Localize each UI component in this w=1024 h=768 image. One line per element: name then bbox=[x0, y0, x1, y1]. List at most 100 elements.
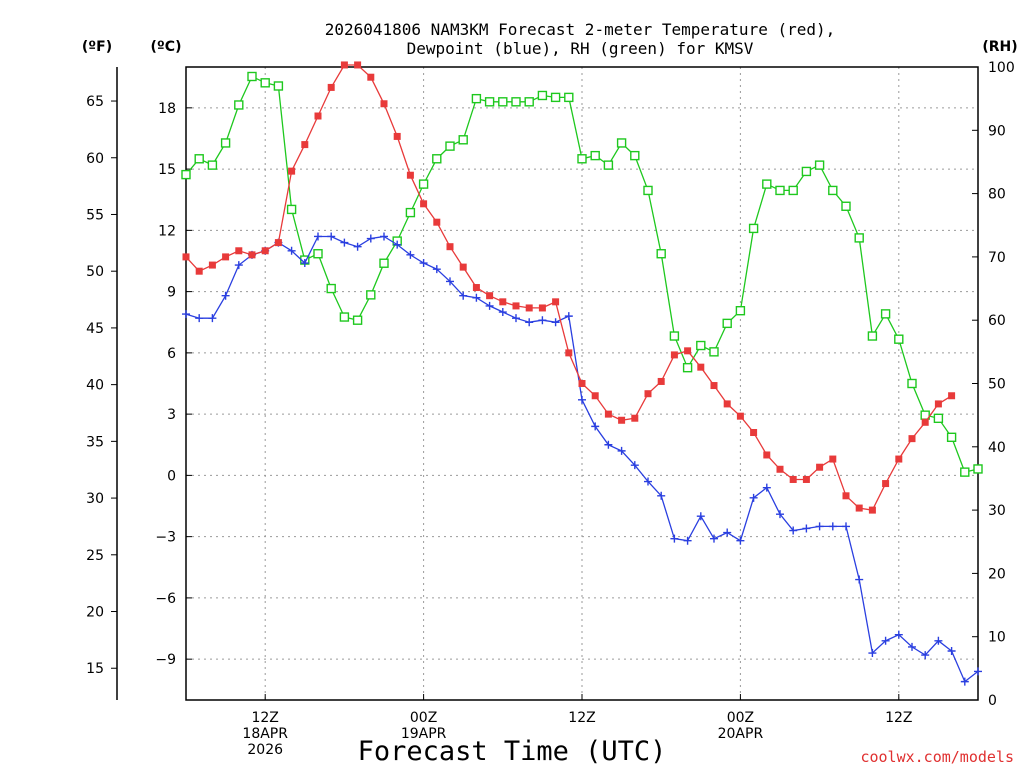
dewpoint-point bbox=[353, 242, 362, 251]
rh-point bbox=[458, 135, 468, 145]
fahrenheit-tick-label: 60 bbox=[86, 151, 104, 167]
rh-point bbox=[524, 97, 534, 107]
temperature-point bbox=[367, 73, 375, 81]
temperature-point bbox=[763, 451, 771, 459]
dewpoint-point bbox=[842, 522, 850, 531]
dewpoint-point bbox=[683, 536, 692, 545]
dewpoint-point bbox=[564, 312, 573, 321]
dewpoint-point bbox=[789, 526, 798, 535]
rh-series bbox=[181, 71, 983, 477]
celsius-axis-unit: (ºC) bbox=[151, 39, 182, 55]
dewpoint-point bbox=[802, 524, 811, 533]
rh-point bbox=[946, 432, 957, 443]
dewpoint-point bbox=[644, 477, 652, 486]
dewpoint-point bbox=[749, 493, 758, 502]
temperature-point bbox=[604, 410, 612, 418]
temperature-point bbox=[538, 304, 546, 312]
axes bbox=[111, 66, 979, 701]
dewpoint-point bbox=[894, 630, 903, 639]
dewpoint-point bbox=[723, 528, 732, 537]
rh-tick-label: 80 bbox=[988, 187, 1006, 203]
rh-tick-label: 40 bbox=[988, 440, 1006, 456]
rh-point bbox=[656, 249, 666, 259]
dewpoint-point bbox=[934, 636, 943, 645]
temperature-point bbox=[618, 416, 626, 424]
celsius-tick-label: 12 bbox=[158, 223, 176, 239]
temperature-point bbox=[393, 132, 401, 140]
rh-point bbox=[405, 207, 416, 218]
celsius-tick-label: −3 bbox=[155, 530, 176, 546]
rh-point bbox=[577, 154, 587, 164]
x-tick-label: 00Z bbox=[410, 710, 437, 726]
chart-title-line-2: Dewpoint (blue), RH (green) for KMSV bbox=[407, 39, 754, 58]
rh-point bbox=[682, 362, 693, 373]
grid bbox=[186, 67, 978, 700]
dewpoint-point bbox=[604, 440, 613, 449]
rh-point bbox=[484, 97, 495, 107]
rh-point bbox=[854, 233, 864, 243]
rh-point bbox=[762, 179, 772, 189]
x-tick-label: 2026 bbox=[247, 742, 283, 758]
dewpoint-point bbox=[234, 261, 243, 270]
temperature-point bbox=[327, 83, 335, 91]
temperature-point bbox=[472, 284, 480, 292]
celsius-tick-label: −9 bbox=[155, 652, 176, 668]
rh-point bbox=[616, 138, 627, 148]
rh-point bbox=[722, 318, 732, 329]
x-tick-label: 12Z bbox=[568, 710, 595, 726]
dewpoint-point bbox=[908, 642, 916, 651]
dewpoint-point bbox=[591, 422, 600, 431]
rh-line bbox=[185, 75, 979, 473]
x-tick-label: 00Z bbox=[727, 710, 754, 726]
temperature-point bbox=[208, 261, 216, 269]
rh-point bbox=[379, 258, 389, 268]
rh-point bbox=[207, 160, 218, 170]
rh-point bbox=[841, 201, 851, 211]
fahrenheit-tick-label: 30 bbox=[86, 491, 104, 507]
rh-point bbox=[498, 97, 508, 107]
rh-point bbox=[550, 92, 561, 103]
dewpoint-point bbox=[947, 646, 956, 655]
x-tick-label: 20APR bbox=[718, 726, 764, 742]
rh-point bbox=[273, 81, 284, 91]
rh-point bbox=[234, 100, 244, 110]
dewpoint-point bbox=[182, 310, 190, 319]
dewpoint-point bbox=[340, 238, 349, 247]
temperature-point bbox=[723, 400, 731, 408]
rh-point bbox=[313, 249, 323, 259]
temperature-point bbox=[578, 380, 586, 387]
rh-tick-label: 30 bbox=[988, 503, 1006, 519]
temperature-point bbox=[248, 251, 256, 259]
celsius-tick-label: 9 bbox=[167, 285, 176, 301]
rh-point bbox=[933, 413, 944, 424]
rh-point bbox=[537, 90, 548, 101]
rh-point bbox=[194, 154, 204, 164]
temperature-point bbox=[868, 506, 876, 514]
rh-point bbox=[352, 315, 363, 325]
rh-point bbox=[339, 312, 350, 322]
rh-point bbox=[603, 160, 614, 170]
temperature-point bbox=[921, 418, 929, 426]
rh-point bbox=[801, 166, 812, 177]
temperature-point bbox=[525, 304, 533, 312]
rh-point bbox=[894, 334, 904, 344]
fahrenheit-tick-label: 65 bbox=[86, 94, 104, 110]
x-tick-label: 19APR bbox=[401, 726, 447, 742]
rh-point bbox=[669, 331, 680, 341]
rh-point bbox=[471, 93, 482, 104]
temperature-point bbox=[657, 377, 665, 385]
temperature-point bbox=[684, 347, 692, 355]
dewpoint-point bbox=[630, 461, 639, 470]
rh-point bbox=[432, 154, 442, 164]
dewpoint-point bbox=[221, 291, 230, 300]
temperature-point bbox=[380, 100, 388, 108]
rh-point bbox=[181, 169, 191, 180]
x-tick-label: 12Z bbox=[885, 710, 912, 726]
tick-labels: 1815129630−3−6−9656055504540353025201510… bbox=[86, 60, 1015, 758]
rh-tick-label: 90 bbox=[988, 123, 1006, 139]
rh-point bbox=[709, 347, 719, 357]
rh-tick-label: 0 bbox=[988, 693, 997, 709]
dewpoint-point bbox=[855, 575, 864, 584]
fahrenheit-tick-label: 45 bbox=[86, 321, 104, 337]
rh-point bbox=[260, 78, 270, 88]
